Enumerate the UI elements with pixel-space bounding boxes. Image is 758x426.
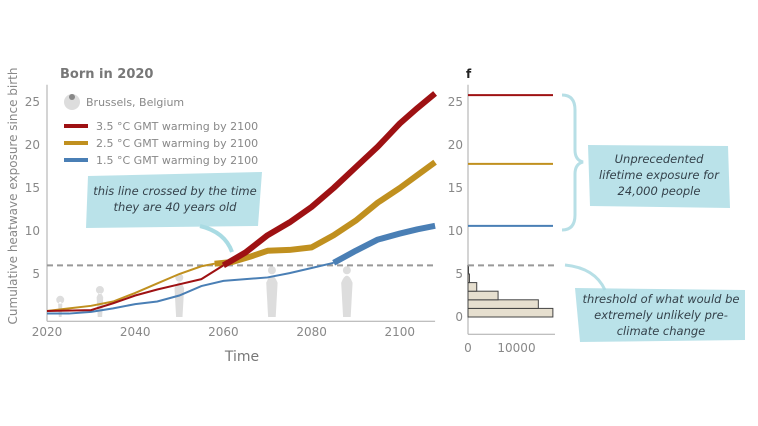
histogram-bar — [467, 282, 478, 292]
legend-label: 3.5 °C GMT warming by 2100 — [96, 120, 258, 133]
side-x-tick-label: 0 — [464, 341, 472, 355]
y-tick-label: 15 — [25, 181, 40, 195]
chart-title: Born in 2020 — [60, 67, 153, 82]
side-x-tick-label: 10000 — [497, 341, 535, 355]
side-y-tick-label: 10 — [448, 224, 463, 238]
series-line-thick — [221, 91, 437, 268]
x-tick-label: 2020 — [32, 325, 63, 339]
legend-label: 1.5 °C GMT warming by 2100 — [96, 154, 258, 167]
legend-label: 2.5 °C GMT warming by 2100 — [96, 137, 258, 150]
threshold-annotation: threshold of what would be extremely unl… — [582, 292, 740, 338]
histogram-bar — [467, 273, 470, 284]
series-line-thin — [46, 264, 224, 312]
side-y-tick-label: 5 — [455, 267, 463, 281]
person-silhouette-icon — [266, 266, 278, 317]
location-label: Brussels, Belgium — [86, 96, 184, 109]
y-tick-label: 5 — [32, 267, 40, 281]
x-tick-label: 2100 — [385, 325, 416, 339]
side-y-tick-label: 20 — [448, 138, 463, 152]
x-tick-label: 2040 — [120, 325, 151, 339]
histogram-bar — [467, 299, 539, 309]
histogram-bar — [467, 290, 499, 301]
person-silhouette-icon — [95, 285, 104, 317]
location-icon — [64, 94, 80, 110]
brace-callout: Unprecedented lifetime exposure for 24,0… — [561, 93, 730, 232]
side-y-tick-label: 15 — [448, 181, 463, 195]
histogram-bar — [467, 307, 554, 318]
annotation-callout: this line crossed by the time they are 4… — [86, 172, 262, 253]
y-tick-label: 25 — [25, 95, 40, 109]
x-tick-label: 2080 — [296, 325, 327, 339]
y-axis-label: Cumulative heatwave exposure since birth — [6, 68, 20, 325]
series-line-thin — [47, 261, 334, 315]
person-silhouette-icon — [56, 295, 65, 317]
y-tick-label: 10 — [25, 224, 40, 238]
panel-label: f — [466, 67, 472, 81]
x-tick-label: 2060 — [208, 325, 239, 339]
person-silhouette-icon — [341, 266, 353, 317]
series-line-thick — [332, 222, 436, 266]
side-y-tick-label: 0 — [455, 310, 463, 324]
threshold-callout: threshold of what would be extremely unl… — [564, 263, 745, 342]
unprecedented-exposure-annotation: Unprecedented lifetime exposure for 24,0… — [599, 152, 719, 198]
series-line-thick — [214, 159, 437, 267]
series-line-thin — [46, 262, 215, 312]
x-axis-label: Time — [224, 349, 259, 365]
side-y-tick-label: 25 — [448, 95, 463, 109]
annotation-text: this line crossed by the time they are 4… — [93, 184, 257, 214]
y-tick-label: 20 — [25, 138, 40, 152]
